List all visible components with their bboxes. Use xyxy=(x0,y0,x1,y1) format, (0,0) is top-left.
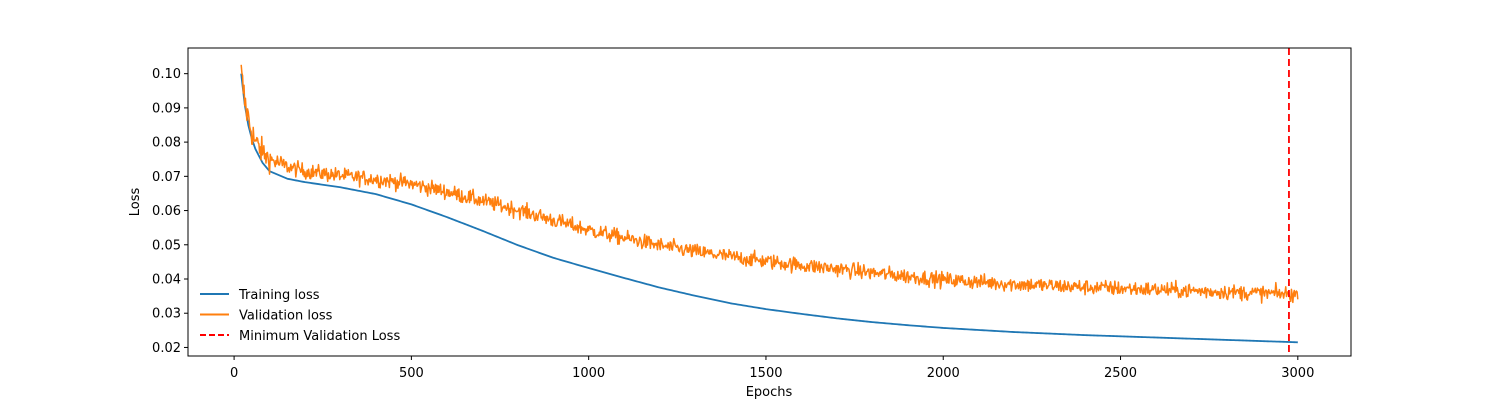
y-axis-label: Loss xyxy=(128,188,143,217)
y-tick-label: 0.10 xyxy=(152,67,181,82)
y-tick-label: 0.04 xyxy=(152,273,181,288)
y-tick-label: 0.05 xyxy=(152,238,181,253)
x-tick-label: 1500 xyxy=(749,366,782,381)
y-tick-label: 0.09 xyxy=(152,101,181,116)
y-tick-label: 0.06 xyxy=(152,204,181,219)
legend-label-minimum-validation-loss: Minimum Validation Loss xyxy=(239,329,400,344)
x-tick-label: 2500 xyxy=(1104,366,1137,381)
x-axis: 0 500 1000 1500 2000 2500 3000 xyxy=(230,356,1314,381)
legend-label-training-loss: Training loss xyxy=(238,288,320,303)
x-tick-label: 0 xyxy=(230,366,238,381)
validation-loss-line xyxy=(240,64,1299,304)
y-tick-label: 0.07 xyxy=(152,170,181,185)
training-loss-line xyxy=(240,73,1298,344)
y-tick-label: 0.03 xyxy=(152,307,181,322)
plot-frame xyxy=(187,47,1352,357)
x-axis-label: Epochs xyxy=(746,385,793,400)
x-tick-label: 1000 xyxy=(572,366,605,381)
x-tick-label: 2000 xyxy=(927,366,960,381)
y-tick-label: 0.02 xyxy=(152,341,181,356)
x-tick-label: 500 xyxy=(399,366,424,381)
y-axis: 0.02 0.03 0.04 0.05 0.06 0.07 0.08 0.09 0.10 xyxy=(152,67,188,356)
series-layer xyxy=(240,48,1299,356)
legend: Training loss Validation loss Minimum Va… xyxy=(200,288,400,344)
y-tick-label: 0.08 xyxy=(152,136,181,151)
legend-label-validation-loss: Validation loss xyxy=(239,309,333,324)
x-tick-label: 3000 xyxy=(1281,366,1314,381)
